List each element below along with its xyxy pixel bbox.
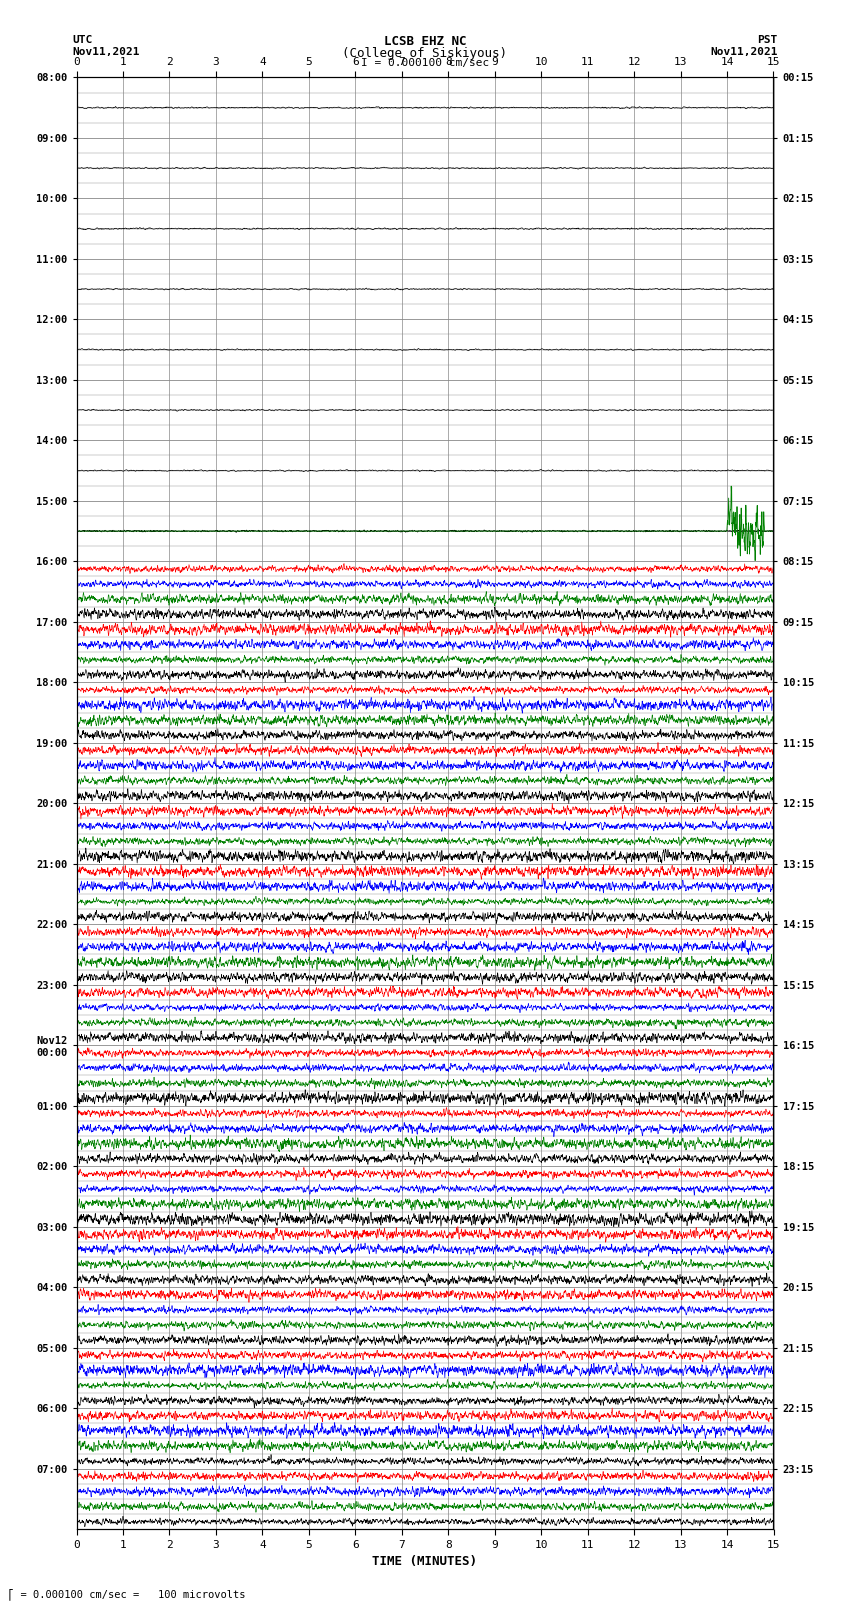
Text: Nov11,2021: Nov11,2021 <box>711 47 778 56</box>
Text: (College of Siskiyous): (College of Siskiyous) <box>343 47 507 60</box>
X-axis label: TIME (MINUTES): TIME (MINUTES) <box>372 1555 478 1568</box>
Text: UTC: UTC <box>72 35 93 45</box>
Text: PST: PST <box>757 35 778 45</box>
Text: Nov11,2021: Nov11,2021 <box>72 47 139 56</box>
Text: I = 0.000100 cm/sec: I = 0.000100 cm/sec <box>361 58 489 68</box>
Text: LCSB EHZ NC: LCSB EHZ NC <box>383 35 467 48</box>
Text: ⎡ = 0.000100 cm/sec =   100 microvolts: ⎡ = 0.000100 cm/sec = 100 microvolts <box>8 1589 246 1600</box>
